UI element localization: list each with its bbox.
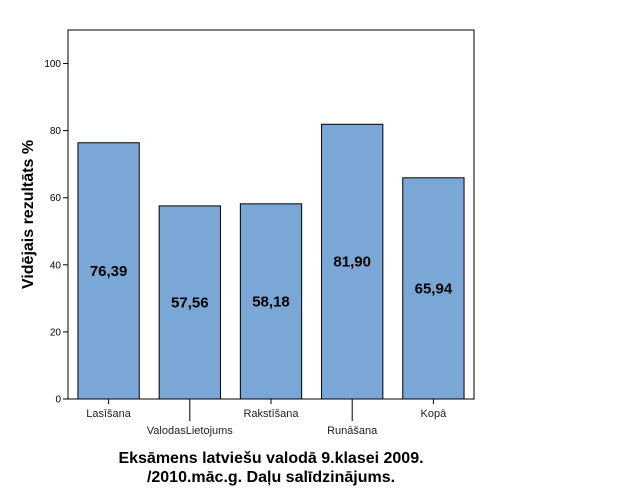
x-tick-label: Kopā [421,408,448,420]
bar-value-label: 58,18 [252,293,290,310]
x-tick-label: Rakstīšana [243,408,299,420]
x-tick-label: Runāšana [327,425,378,437]
bar-value-label: 65,94 [415,280,453,297]
y-tick-label: 40 [50,260,62,271]
y-tick-label: 0 [55,395,61,406]
bar-3 [239,203,303,400]
chart-title-line-1: Eksāmens latviešu valodā 9.klasei 2009. [118,450,423,467]
bar-value-label: 81,90 [333,254,371,271]
bar-value-label: 57,56 [171,294,209,311]
bars: 76,39 57,56 58,18 81,90 65,94 [77,123,465,400]
bar-1 [77,142,140,400]
bar-2 [158,205,221,400]
y-tick-label: 80 [50,126,62,137]
y-tick-label: 100 [44,59,61,70]
y-axis-ticks: 0 20 40 60 80 100 [44,59,68,406]
y-tick-label: 20 [50,327,62,338]
bar-5 [402,177,465,400]
y-tick-label: 60 [50,193,62,204]
bar-4 [321,123,384,400]
x-tick-label: Lasīšana [86,408,132,420]
x-tick-label: ValodasLietojums [147,425,234,437]
x-axis-ticks: Lasīšana ValodasLietojums Rakstīšana Runāša… [86,399,447,437]
chart-title-line-2: /2010.māc.g. Daļu salīdzinājums. [147,469,395,486]
bar-value-label: 76,39 [90,263,128,280]
y-axis-title: Vidējais rezultāts % [20,140,37,289]
